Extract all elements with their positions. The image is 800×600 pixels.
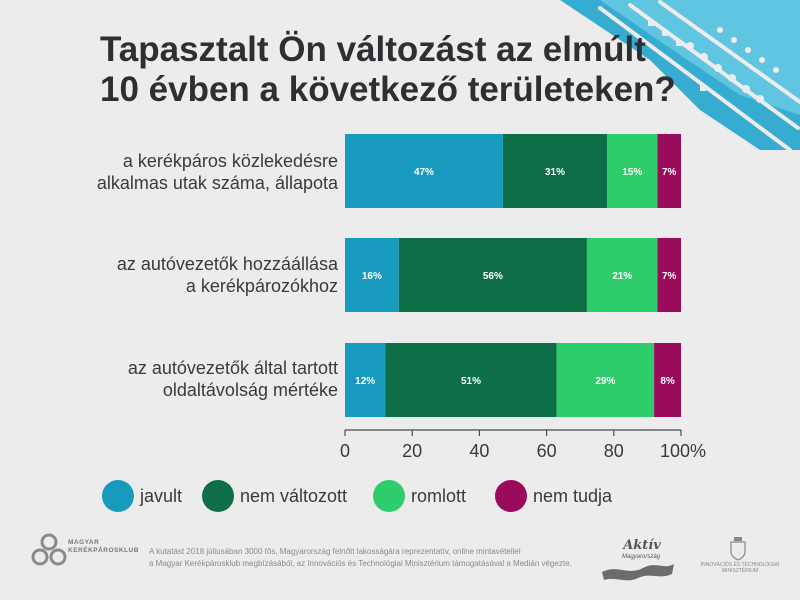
x-tick-label-3: 40 <box>469 441 489 461</box>
legend-item-javult: javult <box>102 477 182 515</box>
kerekparosklub-logo-icon <box>31 533 67 566</box>
bar-nem-tudja-3 <box>654 343 681 417</box>
legend-swatch-javult <box>102 480 134 512</box>
bar-javult-1 <box>345 134 503 208</box>
footer-note: A kutatást 2018 júliusában 3000 fős, Mag… <box>149 546 589 570</box>
bar-nem-valtozott-2 <box>398 238 587 312</box>
kerekparosklub-logo-text: MAGYAR KERÉKPÁROSKLUB <box>68 539 138 555</box>
bar-javult-2 <box>345 238 399 312</box>
data-label-javult-2: 16% <box>362 271 382 282</box>
category-label-3-line-1: az autóvezetők által tartott <box>127 358 338 378</box>
bar-nem-tudja-2 <box>657 238 681 312</box>
category-label-3-line-2: oldaltávolság mértéke <box>162 380 338 400</box>
data-label-nem-valtozott-3: 51% <box>461 376 481 387</box>
data-label-javult-1: 47% <box>414 167 434 178</box>
x-tick-label-1: 0 <box>340 441 350 461</box>
legend-label-javult: javult <box>140 485 183 506</box>
data-label-nem-valtozott-1: 31% <box>545 167 565 178</box>
data-label-nem-tudja-1: 7% <box>662 167 677 178</box>
x-tick-label-6: 100% <box>660 441 706 461</box>
bar-nem-valtozott-1 <box>502 134 608 208</box>
aktiv-logo-text: Aktív <box>623 538 661 553</box>
aktiv-logo-subtext: Magyarország <box>621 554 660 560</box>
category-label-3: az autóvezetők által tartott oldaltávols… <box>20 357 338 401</box>
category-label-1: a kerékpáros közlekedésre alkalmas utak … <box>20 150 338 194</box>
legend-label-nem-valtozott: nem változott <box>240 485 348 506</box>
legend-swatch-nem-valtozott <box>202 480 234 512</box>
aktiv-magyarorszag-logo-icon <box>602 564 674 581</box>
x-tick-label-4: 60 <box>537 441 557 461</box>
legend-item-romlott: romlott <box>373 477 466 515</box>
ministry-line-2: MINISZTÉRIUM <box>721 568 759 574</box>
title-line-1: Tapasztalt Ön változást az elmúlt <box>100 30 646 69</box>
data-label-javult-3: 12% <box>355 376 375 387</box>
legend-swatch-romlott <box>373 480 405 512</box>
logo-line-2: KERÉKPÁROSKLUB <box>68 547 139 554</box>
data-label-romlott-2: 21% <box>612 271 632 282</box>
ministry-line-1: INNOVÁCIÓS ÉS TECHNOLÓGIAI <box>700 562 780 568</box>
title-line-2: 10 évben a következő területeken? <box>100 70 676 109</box>
chart-title: Tapasztalt Ön változást az elmúlt 10 évb… <box>100 30 720 110</box>
legend-swatch-nem-tudja <box>495 480 527 512</box>
category-label-1-line-2: alkalmas utak száma, állapota <box>96 173 338 193</box>
data-label-nem-valtozott-2: 56% <box>483 271 503 282</box>
bar-romlott-3 <box>556 343 655 417</box>
category-label-2: az autóvezetők hozzáállása a kerékpározó… <box>20 253 338 297</box>
data-label-nem-tudja-3: 8% <box>660 376 675 387</box>
data-label-romlott-3: 29% <box>595 376 615 387</box>
bar-nem-valtozott-3 <box>385 343 557 417</box>
logo-line-1: MAGYAR <box>68 539 100 546</box>
x-tick-label-5: 80 <box>604 441 624 461</box>
legend-label-nem-tudja: nem tudja <box>533 485 613 506</box>
bar-romlott-1 <box>607 134 658 208</box>
footer-note-line-2: a Magyar Kerékpárosklub megbízásából, az… <box>149 559 572 568</box>
category-label-2-line-1: az autóvezetők hozzáállása <box>116 254 338 274</box>
bar-javult-3 <box>345 343 386 417</box>
tyre-track-icon <box>560 0 800 152</box>
category-label-2-line-2: a kerékpározókhoz <box>185 276 338 296</box>
ministry-logo-text: INNOVÁCIÓS ÉS TECHNOLÓGIAI MINISZTÉRIUM <box>700 562 780 574</box>
bar-romlott-2 <box>586 238 658 312</box>
legend-item-nem-valtozott: nem változott <box>202 477 347 515</box>
category-label-1-line-1: a kerékpáros közlekedésre <box>122 151 338 171</box>
legend-item-nem-tudja: nem tudja <box>495 477 612 515</box>
data-label-nem-tudja-2: 7% <box>662 271 677 282</box>
legend-label-romlott: romlott <box>411 485 467 506</box>
data-label-romlott-1: 15% <box>622 167 642 178</box>
bar-nem-tudja-1 <box>657 134 681 208</box>
x-tick-label-2: 20 <box>402 441 422 461</box>
footer-note-line-1: A kutatást 2018 júliusában 3000 fős, Mag… <box>149 547 521 556</box>
hungarian-coat-of-arms-icon <box>730 537 746 561</box>
